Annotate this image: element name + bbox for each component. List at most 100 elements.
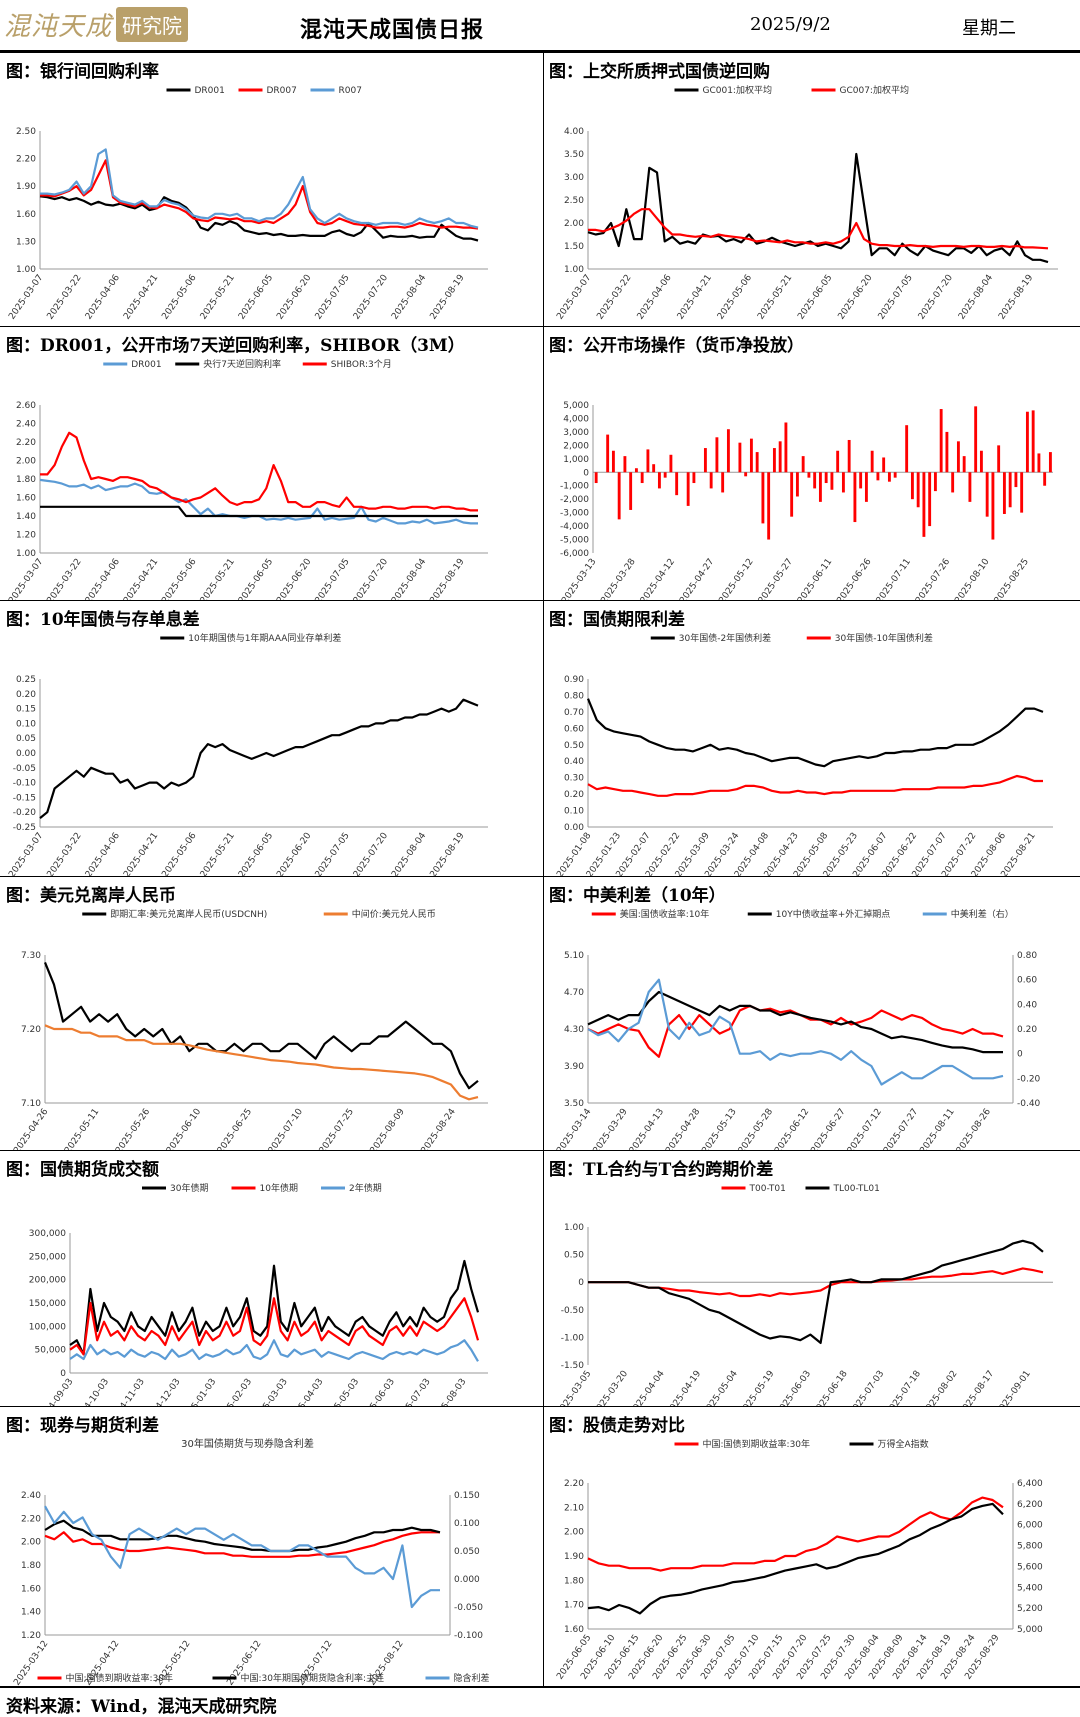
y-tick-label: 300,000: [29, 1229, 66, 1239]
y-tick-label: -0.05: [13, 764, 36, 774]
x-tick-label: 2025-07-03: [395, 1377, 433, 1407]
x-tick-label: 2025-04-21: [122, 831, 160, 877]
x-tick-label: 2025-07-27: [882, 1107, 920, 1151]
x-tick-label: 2025-05-21: [199, 831, 237, 877]
series-line-r007: [40, 148, 479, 229]
x-tick-label: 2025-05-11: [63, 1107, 101, 1151]
x-tick-label: 2025-06-18: [812, 1369, 850, 1407]
bar: [1048, 452, 1052, 473]
x-tick-label: 2024-11-03: [109, 1377, 147, 1407]
legend-label: DR001: [195, 86, 225, 96]
bar: [836, 450, 840, 473]
chart-svg: -0.25 -0.20 -0.15 -0.10 -0.05 0.00 0.05 0.10 0.1…: [7, 632, 488, 877]
y-tick-label: 4.00: [564, 127, 584, 137]
chart-panel: 图：国债期货成交额 0 50,000 100,000 150,000 200,000 250…: [0, 1150, 543, 1407]
y-tick-label: 5.10: [564, 951, 584, 961]
x-tick-label: 2025-07-26: [914, 557, 952, 601]
y-tick-label: -1,000: [560, 482, 589, 492]
y-tick-label: 7.20: [21, 1025, 41, 1035]
y2-tick-label: 0.050: [454, 1547, 480, 1557]
x-tick-label: 2025-04-12: [639, 557, 677, 601]
x-tick-label: 2025-08-04: [390, 831, 428, 877]
x-tick-label: 2025-08-02: [921, 1369, 959, 1407]
bar: [905, 425, 909, 473]
logo-tag: 研究院: [116, 6, 189, 42]
y-tick-label: 1.60: [16, 494, 36, 504]
x-tick-label: 2025-03-28: [600, 557, 638, 601]
y-tick-label: 0.15: [16, 705, 36, 715]
bar: [634, 468, 638, 473]
x-tick-label: 2024-12-03: [144, 1377, 182, 1407]
legend-label: 万得全A指数: [878, 1438, 929, 1450]
y2-tick-label: 0.100: [454, 1519, 480, 1529]
x-tick-label: 2024-09-03: [37, 1377, 75, 1407]
bar: [1020, 472, 1024, 513]
bar: [652, 464, 656, 473]
y-tick-label: -5,000: [560, 536, 589, 546]
panel-title: 图：中美利差（10年）: [549, 886, 726, 906]
legend-label: TL00-TL01: [833, 1184, 880, 1194]
x-tick-label: 2025-04-19: [665, 1369, 703, 1407]
x-tick-label: 2025-05-13: [701, 1107, 739, 1151]
x-tick-label: 2025-06-26: [835, 557, 873, 601]
x-tick-label: 2025-05-04: [702, 1369, 740, 1407]
legend-label: 中间价:美元兑人民币: [352, 908, 436, 920]
bar: [893, 472, 897, 478]
x-tick-label: 2025-07-11: [875, 557, 913, 601]
legend-label: 中国:国债到期收益率:30年: [703, 1438, 811, 1450]
y2-tick-label: 6,000: [1017, 1521, 1043, 1531]
x-tick-label: 2025-05-06: [160, 557, 198, 601]
legend-label: DR001: [131, 360, 161, 370]
chart-svg: 0 50,000 100,000 150,000 200,000 250,000 300,0…: [29, 1182, 488, 1407]
chart-panel: 图：DR001，公开市场7天逆回购利率，SHIBOR（3M） 1.00 1.20 1.…: [0, 326, 543, 601]
report-date: 2025/9/2: [750, 14, 831, 35]
x-tick-label: 2025-06-05: [237, 273, 275, 322]
bar: [1025, 411, 1029, 473]
bar: [703, 448, 707, 473]
y-tick-label: 0.30: [564, 774, 584, 784]
bar: [1002, 472, 1006, 514]
bar: [795, 472, 799, 497]
panel-title: 图：现券与期货利差: [6, 1416, 159, 1436]
y-tick-label: 50,000: [35, 1346, 67, 1356]
legend-label: GC007:加权平均: [840, 84, 909, 96]
y-tick-label: 2.20: [564, 1479, 584, 1489]
y-tick-label: 2.20: [16, 155, 36, 165]
x-tick-label: 2025-07-10: [267, 1107, 305, 1151]
y2-tick-label: 0: [1017, 1050, 1023, 1060]
bar: [951, 472, 955, 493]
x-tick-label: 2025-06-11: [796, 557, 834, 601]
y-tick-label: 4,000: [563, 414, 589, 424]
x-tick-label: 2025-03-12: [12, 1639, 50, 1687]
y-tick-label: 1.80: [21, 1561, 41, 1571]
x-tick-label: 2025-07-05: [877, 273, 915, 322]
x-tick-label: 2025-07-05: [314, 831, 352, 877]
series-line-series: [587, 978, 1004, 1086]
y-tick-label: 1.80: [16, 475, 36, 485]
y-tick-label: 7.30: [21, 951, 41, 961]
y-tick-label: 1.00: [16, 265, 36, 275]
series-line-10-1-aaa: [39, 698, 479, 819]
y2-tick-label: 0.20: [1017, 1025, 1037, 1035]
y-tick-label: 3.90: [564, 1062, 584, 1072]
y-tick-label: 2.10: [564, 1503, 584, 1513]
chart-panel: 图：上交所质押式国债逆回购 1.00 1.50 2.00 2.50 3.00 3.50 4.0…: [543, 52, 1080, 326]
chart-svg: -6,000 -5,000 -4,000 -3,000 -2,000 -1,000 0 1,0…: [560, 401, 1053, 601]
report-title: 混沌天成国债日报: [300, 17, 485, 43]
logo-text: 混沌天成: [4, 11, 113, 42]
bar: [1043, 472, 1047, 486]
y2-tick-label: -0.20: [1017, 1074, 1041, 1084]
chart-svg: 1.00 1.20 1.40 1.60 1.80 2.00 2.20 2.40 2.60 2025…: [7, 358, 488, 601]
x-tick-label: 2025-04-13: [628, 1107, 666, 1151]
y-tick-label: 0.20: [16, 690, 36, 700]
legend-label: 30年国债-2年国债利差: [679, 632, 771, 644]
legend-label: 30年债期: [170, 1182, 208, 1194]
y-tick-label: 2,000: [563, 441, 589, 451]
bar: [675, 472, 679, 496]
series-line-dr007: [40, 159, 479, 230]
y2-tick-label: 6,200: [1017, 1500, 1043, 1510]
report-header: 混沌天成 研究院 混沌天成国债日报 2025/9/2 星期二: [0, 0, 1080, 52]
x-tick-label: 2025-05-12: [718, 557, 756, 601]
bar: [1037, 453, 1041, 473]
x-tick-label: 2025-03-07: [7, 831, 45, 877]
